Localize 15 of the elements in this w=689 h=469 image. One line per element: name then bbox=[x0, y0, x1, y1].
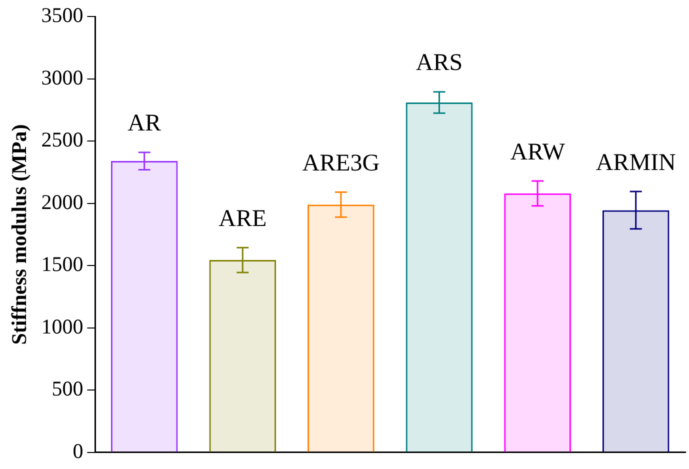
y-axis-title: Stiffness modulus (MPa) bbox=[7, 124, 32, 345]
x-tick-label: ARE bbox=[218, 206, 267, 232]
y-tick-label: 2000 bbox=[41, 190, 84, 214]
x-tick-label: ARS bbox=[416, 50, 463, 76]
y-tick-label: 0 bbox=[72, 438, 84, 463]
y-tick-label: 1500 bbox=[41, 252, 84, 276]
x-tick-label: ARE3G bbox=[302, 150, 380, 176]
x-tick-label: ARW bbox=[510, 139, 566, 166]
y-tick-label: 2500 bbox=[41, 128, 84, 152]
y-tick-label: 1000 bbox=[41, 314, 84, 338]
y-tick-label: 3500 bbox=[41, 3, 84, 28]
x-tick-label: AR bbox=[128, 110, 162, 137]
x-tick-label: ARMIN bbox=[596, 150, 676, 176]
y-tick-label: 500 bbox=[52, 376, 84, 401]
y-tick-label: 3000 bbox=[41, 65, 84, 90]
